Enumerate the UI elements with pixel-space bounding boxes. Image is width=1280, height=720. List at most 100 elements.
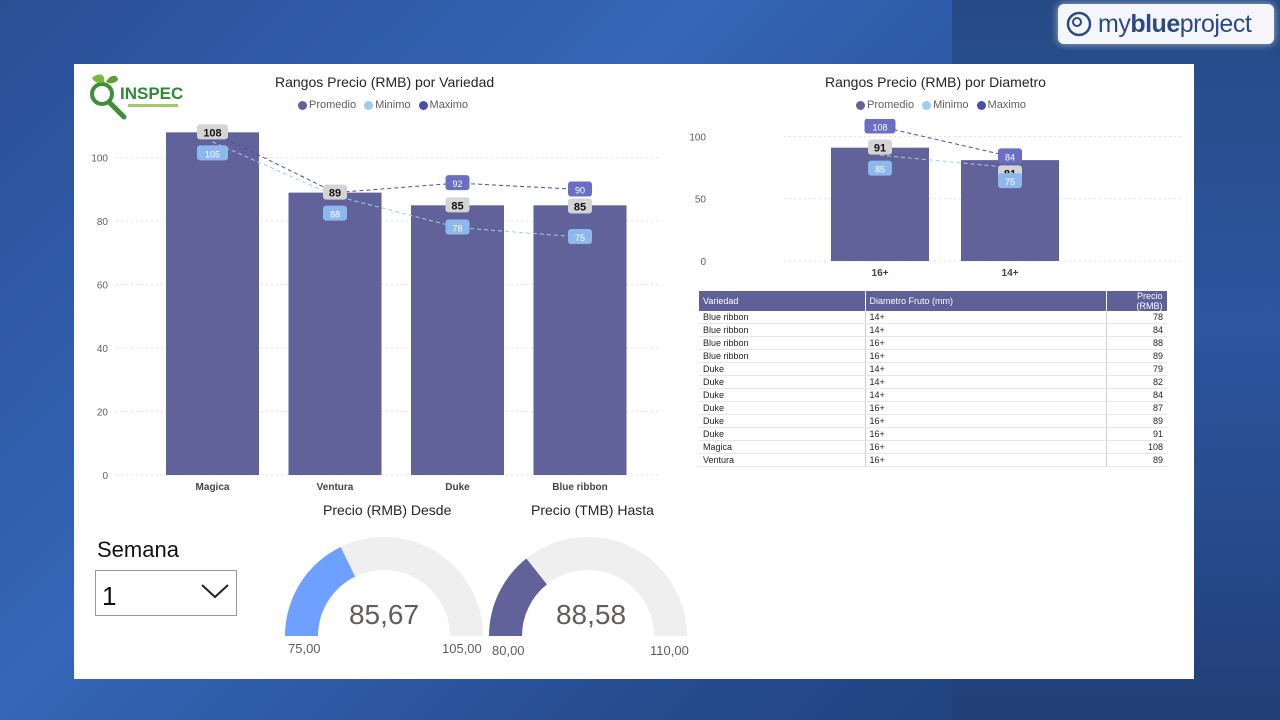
bar-promedio xyxy=(288,192,382,476)
chart-variedad-plot: 0 20 40 60 80 100 Magica Ventura Duke Blue ribbon… xyxy=(91,124,659,493)
cell-diametro: 14+ xyxy=(865,375,1107,389)
data-label-maximo-bg xyxy=(568,181,592,197)
x-tick-label: Blue ribbon xyxy=(552,482,608,493)
legend-item-promedio-2[interactable]: Promedio xyxy=(856,99,914,111)
column-header-diametro[interactable]: Diametro Fruto (mm) xyxy=(865,291,1107,311)
gauge-desde-max: 105,00 xyxy=(442,641,482,656)
legend-dot-maximo xyxy=(418,100,428,110)
cell-precio: 82 xyxy=(1106,375,1167,389)
gauge-fill xyxy=(489,558,547,636)
y-tick-label: 40 xyxy=(97,344,109,355)
table-row[interactable]: Duke 16+ 89 xyxy=(699,414,1167,428)
report-canvas: INSPEC Rangos Precio (RMB) por Variedad … xyxy=(74,64,1194,679)
legend-item-promedio[interactable]: Promedio xyxy=(298,99,356,111)
legend-dot-promedio xyxy=(298,100,307,110)
semana-label: Semana xyxy=(97,537,179,562)
gauge-desde xyxy=(285,537,483,636)
data-label-promedio: 91 xyxy=(874,143,886,155)
semana-dropdown[interactable]: 1 xyxy=(95,570,237,616)
gauge-desde-min: 75,00 xyxy=(288,641,321,656)
table-row[interactable]: Duke 16+ 87 xyxy=(699,401,1167,415)
cell-variedad: Duke xyxy=(699,388,866,402)
cell-variedad: Duke xyxy=(699,414,866,428)
cell-precio: 89 xyxy=(1106,453,1167,467)
legend-label-promedio-2: Promedio xyxy=(867,99,915,111)
legend-label-maximo-2: Maximo xyxy=(987,99,1027,111)
table-row[interactable]: Blue ribbon 14+ 84 xyxy=(699,323,1167,337)
cell-precio: 88 xyxy=(1106,336,1167,350)
data-label-maximo: 84 xyxy=(1005,152,1015,162)
data-label-minimo: 78 xyxy=(452,224,462,234)
table-row[interactable]: Duke 14+ 82 xyxy=(699,375,1167,389)
table-row[interactable]: Duke 16+ 91 xyxy=(699,427,1167,441)
cell-precio: 108 xyxy=(1106,440,1167,454)
table-body: Blue ribbon 14+ 78 Blue ribbon 14+ 84 Blue rib… xyxy=(699,311,1167,467)
x-tick-label: 14+ xyxy=(1002,268,1019,279)
column-header-variedad[interactable]: Variedad xyxy=(699,291,866,311)
chevron-down-icon xyxy=(201,584,229,599)
data-label-promedio: 85 xyxy=(451,200,463,212)
chart-variedad-title: Rangos Precio (RMB) por Variedad xyxy=(275,74,495,90)
cell-diametro: 16+ xyxy=(865,440,1107,454)
cell-variedad: Magica xyxy=(699,440,866,454)
gauge-desde-title: Precio (RMB) Desde xyxy=(323,502,452,518)
y-tick-label: 80 xyxy=(97,217,109,228)
table-row[interactable]: Blue ribbon 14+ 78 xyxy=(699,311,1167,324)
table-row[interactable]: Duke 14+ 84 xyxy=(699,388,1167,402)
cell-diametro: 16+ xyxy=(865,401,1107,415)
legend-item-minimo-2[interactable]: Minimo xyxy=(922,99,969,111)
data-label-promedio: 85 xyxy=(574,201,586,213)
cell-variedad: Blue ribbon xyxy=(699,349,866,363)
legend-item-minimo[interactable]: Minimo xyxy=(364,99,411,111)
data-label-maximo-bg xyxy=(445,175,470,191)
legend-label-promedio: Promedio xyxy=(309,99,357,111)
legend-item-maximo-2[interactable]: Maximo xyxy=(976,99,1027,111)
inspec-logo: INSPEC xyxy=(84,72,183,120)
cell-variedad: Blue ribbon xyxy=(699,336,866,350)
data-label-minimo-bg xyxy=(197,145,228,161)
semana-selected-value: 1 xyxy=(102,581,117,611)
chart-diametro-title: Rangos Precio (RMB) por Diametro xyxy=(825,74,1046,90)
data-label-minimo: 75 xyxy=(575,233,585,243)
data-label-promedio-bg xyxy=(445,197,470,213)
cell-variedad: Ventura xyxy=(699,453,866,467)
cell-variedad: Duke xyxy=(699,375,866,389)
legend-dot-minimo-2 xyxy=(922,100,932,110)
cell-precio: 78 xyxy=(1106,311,1167,324)
legend-item-maximo[interactable]: Maximo xyxy=(418,99,468,111)
gauge-desde-value: 85,67 xyxy=(348,599,420,630)
gauge-hasta-value: 88,58 xyxy=(555,599,627,630)
y-tick-label: 20 xyxy=(97,408,109,419)
table-row[interactable]: Magica 16+ 108 xyxy=(699,440,1167,454)
data-label-minimo: 75 xyxy=(1005,177,1015,187)
cell-diametro: 14+ xyxy=(865,388,1107,402)
logo-tagline xyxy=(128,104,178,107)
cell-variedad: Duke xyxy=(699,362,866,376)
gauge-hasta-min: 80,00 xyxy=(492,643,525,658)
cell-precio: 87 xyxy=(1106,401,1167,415)
table-row[interactable]: Blue ribbon 16+ 88 xyxy=(699,336,1167,350)
data-label-promedio-bg xyxy=(868,139,892,155)
y-tick-label: 60 xyxy=(97,281,109,292)
gauge-hasta-title: Precio (TMB) Hasta xyxy=(531,502,654,518)
y-tick-label: 100 xyxy=(689,132,706,143)
data-label-maximo-bg xyxy=(998,148,1022,164)
table-row[interactable]: Blue ribbon 16+ 89 xyxy=(699,349,1167,363)
table-row[interactable]: Ventura 16+ 89 xyxy=(699,453,1167,467)
x-tick-label: Magica xyxy=(196,482,230,493)
legend-label-minimo: Minimo xyxy=(375,99,411,111)
chart-variedad-legend: Promedio Minimo Maximo xyxy=(298,99,472,111)
y-tick-label: 100 xyxy=(91,154,108,165)
legend-dot-minimo xyxy=(364,100,374,110)
table-row[interactable]: Duke 14+ 79 xyxy=(699,362,1167,376)
data-label-promedio-bg xyxy=(197,124,228,140)
cell-precio: 84 xyxy=(1106,323,1167,337)
column-header-precio[interactable]: Precio (RMB) xyxy=(1106,291,1168,311)
x-tick-label: 16+ xyxy=(872,268,889,279)
gauge-hasta xyxy=(489,537,687,636)
line-minimo xyxy=(879,154,1011,169)
data-label-minimo-bg xyxy=(868,160,892,176)
brand-badge: myblueproject xyxy=(1058,4,1274,44)
cell-variedad: Blue ribbon xyxy=(699,323,866,337)
